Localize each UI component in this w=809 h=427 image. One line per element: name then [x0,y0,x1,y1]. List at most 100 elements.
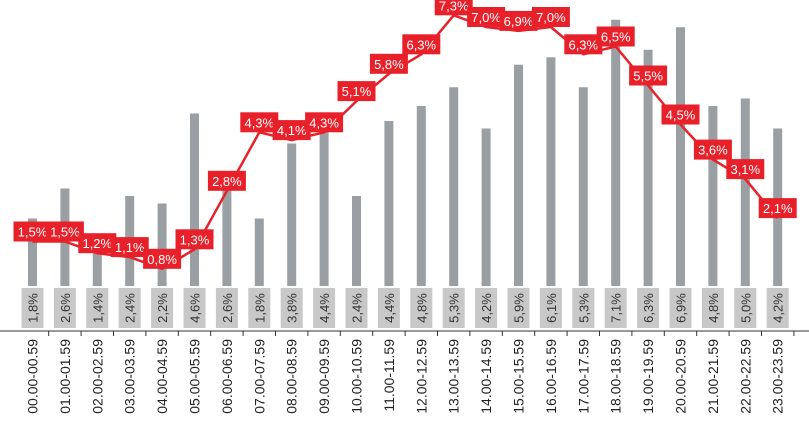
bar-label-box [442,288,465,328]
bar [481,128,491,286]
x-tick-label: 02.00-02.59 [89,339,105,414]
bar [449,87,459,286]
line-value-label: 6,5% [601,30,631,45]
bar-value-label: 2,2% [155,293,170,323]
line-label-box [467,7,506,27]
x-tick-label: 00.00-00.59 [25,339,41,414]
bar [28,218,37,286]
bar [676,27,685,286]
bar-value-label: 2,6% [58,293,73,323]
line-value-label: 1,2% [82,236,112,251]
bar [708,106,718,286]
bar-value-label: 5,0% [738,293,753,323]
bar-value-label: 4,8% [706,293,721,323]
bar-value-label: 6,3% [641,293,656,323]
line-label-box [661,104,700,125]
line-label-box [143,248,182,269]
bar-value-label: 3,8% [285,293,300,323]
line-label-box [434,0,473,16]
x-tick-label: 13.00-13.59 [446,339,462,414]
line-label-box [531,7,570,27]
line-label-box [45,221,84,242]
line-value-labels: 1,5% 1,5%1,2% 1,1%0,8%1,3%2,8%4,3%4,1%4,3%… [13,0,797,269]
bar [254,218,264,286]
bar-value-label: 1,8% [26,293,41,323]
bar-value-labels: 1,8% 2,6% 1,4% 2,4% 2,2% 4,6% 2,6% 1,8% 3,8% 4,4%… [21,288,789,328]
line-value-label: 2,8% [212,174,242,189]
bar [157,203,167,286]
bar [92,233,102,286]
bar-label-box [410,288,433,328]
bar [578,87,588,286]
bar-label-box [183,288,206,328]
bar-value-label: 4,2% [771,293,786,323]
line-label-box [499,10,538,31]
line-label-box [402,34,441,55]
line-label-box [337,81,376,102]
x-tick-label: 10.00-10.59 [349,339,365,414]
bar-label-box [53,288,76,328]
line-value-label: 7,3% [439,0,469,13]
line-value-label: 7,0% [471,10,501,25]
line-value-label: 3,1% [730,162,760,177]
x-tick-label: 12.00-12.59 [413,339,429,414]
x-tick-label: 07.00-07.59 [251,339,267,414]
x-tick-label: 16.00-16.59 [543,339,559,414]
line-value-label: 4,5% [666,108,696,123]
line-label-box [110,237,149,258]
bar-label-box [604,288,627,328]
x-tick-label: 15.00-15.59 [511,339,527,414]
line-value-label: 6,3% [406,37,436,52]
bar-label-box [345,288,368,328]
x-tick-label: 01.00-01.59 [57,339,73,414]
bar-value-label: 4,8% [414,293,429,323]
bar [287,143,297,286]
line-label-box [629,65,668,86]
line-value-label: 4,3% [309,115,339,130]
bar [384,121,394,286]
x-tick-label: 06.00-06.59 [219,339,235,414]
bar-label-box [118,288,141,328]
bar-label-box [637,288,660,328]
bar-label-box [539,288,562,328]
bar-label-box [215,288,238,328]
bar [611,19,621,286]
bar-value-label: 6,1% [544,293,559,323]
line-label-box [758,198,797,219]
bar-label-box [475,288,498,328]
line-value-label: 4,1% [277,123,307,138]
x-tick-label: 17.00-17.59 [575,339,591,414]
bar [643,49,653,286]
line-label-box [564,34,603,55]
line-value-label: 0,8% [147,252,177,267]
bar [514,64,523,286]
bar-value-label: 1,8% [252,293,267,323]
bar-value-label: 5,9% [512,293,527,323]
bar-label-box [669,288,692,328]
x-tick-labels: 00.00-00.59 01.00-01.59 02.00-02.59 03.00-0… [25,339,786,414]
line-value-label: 6,3% [568,37,598,52]
bar-label-box [701,288,724,328]
bar-label-box [377,288,400,328]
line-value-label: 6,9% [504,14,534,29]
x-tick-label: 08.00-08.59 [284,339,300,414]
x-tick-label: 11.00-11.59 [381,339,397,412]
bar-label-box [313,288,336,328]
bar [222,188,232,286]
line-label-box [693,139,732,160]
bar-value-label: 2,4% [123,293,138,323]
bar [319,121,329,286]
line-label-box [78,233,117,254]
x-tick-label: 23.00-23.59 [770,339,786,414]
line-value-label: 5,8% [374,57,404,72]
x-axis [0,330,809,336]
x-tick-label: 19.00-19.59 [640,339,656,414]
bar-label-box [248,288,271,328]
bar-value-label: 4,2% [479,293,494,323]
bar [416,106,426,286]
bar-value-label: 1,4% [90,293,105,323]
bar-label-box [766,288,789,328]
line-label-box [13,221,52,242]
line-value-label: 4,3% [244,115,274,130]
bar-label-box [151,288,174,328]
